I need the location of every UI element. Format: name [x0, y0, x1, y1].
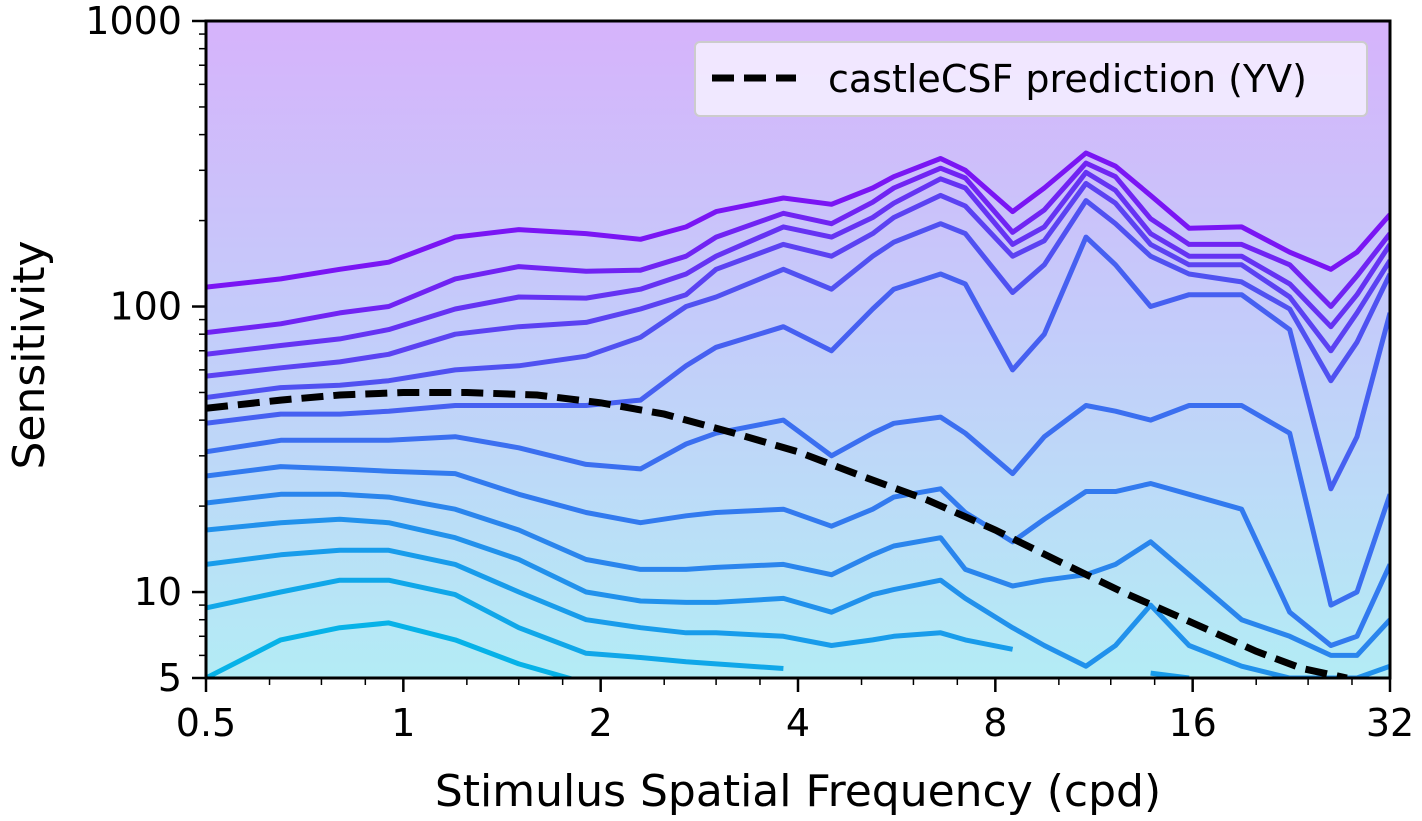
series-line-2: [206, 160, 1390, 336]
y-tick-label: 10: [134, 570, 182, 614]
legend-box: [694, 41, 1368, 117]
x-tick-label: 8: [983, 701, 1007, 745]
series-line-3: [206, 169, 1390, 357]
series-line-6: [206, 234, 1390, 492]
series-line-8: [206, 464, 1390, 648]
axis-ticks: [192, 19, 1392, 692]
legend-label: castleCSF prediction (YV): [828, 57, 1307, 101]
series-line-5: [206, 198, 1390, 400]
y-tick-label: 5: [158, 656, 182, 700]
series-line-9: [206, 491, 1390, 658]
prediction-line: [206, 389, 1348, 678]
legend: castleCSF prediction (YV): [694, 41, 1368, 117]
contour-lines: [206, 150, 1390, 678]
y-tick-label: 100: [109, 285, 182, 329]
series-line-7: [206, 403, 1390, 608]
x-tick-label: 16: [1168, 701, 1216, 745]
series-line-11-part-1: [206, 547, 1014, 652]
y-axis-label: Sensitivity: [4, 240, 55, 469]
axis-tick-labels: 0.5 1 2 4 8 16 32 5 10 100 1000: [85, 0, 1414, 745]
x-tick-label: 4: [786, 701, 810, 745]
x-tick-label: 0.5: [176, 701, 236, 745]
series-line-12: [206, 577, 784, 671]
prediction-line-group: [206, 389, 1348, 678]
x-tick-label: 2: [589, 701, 613, 745]
series-line-13: [206, 620, 578, 678]
series-line-1: [206, 150, 1390, 290]
x-tick-label: 32: [1366, 701, 1414, 745]
x-axis-label: Stimulus Spatial Frequency (cpd): [435, 766, 1161, 817]
series-line-10: [206, 516, 1390, 678]
x-tick-label: 1: [391, 701, 415, 745]
y-tick-label: 1000: [85, 0, 182, 43]
series-line-4: [206, 180, 1390, 379]
